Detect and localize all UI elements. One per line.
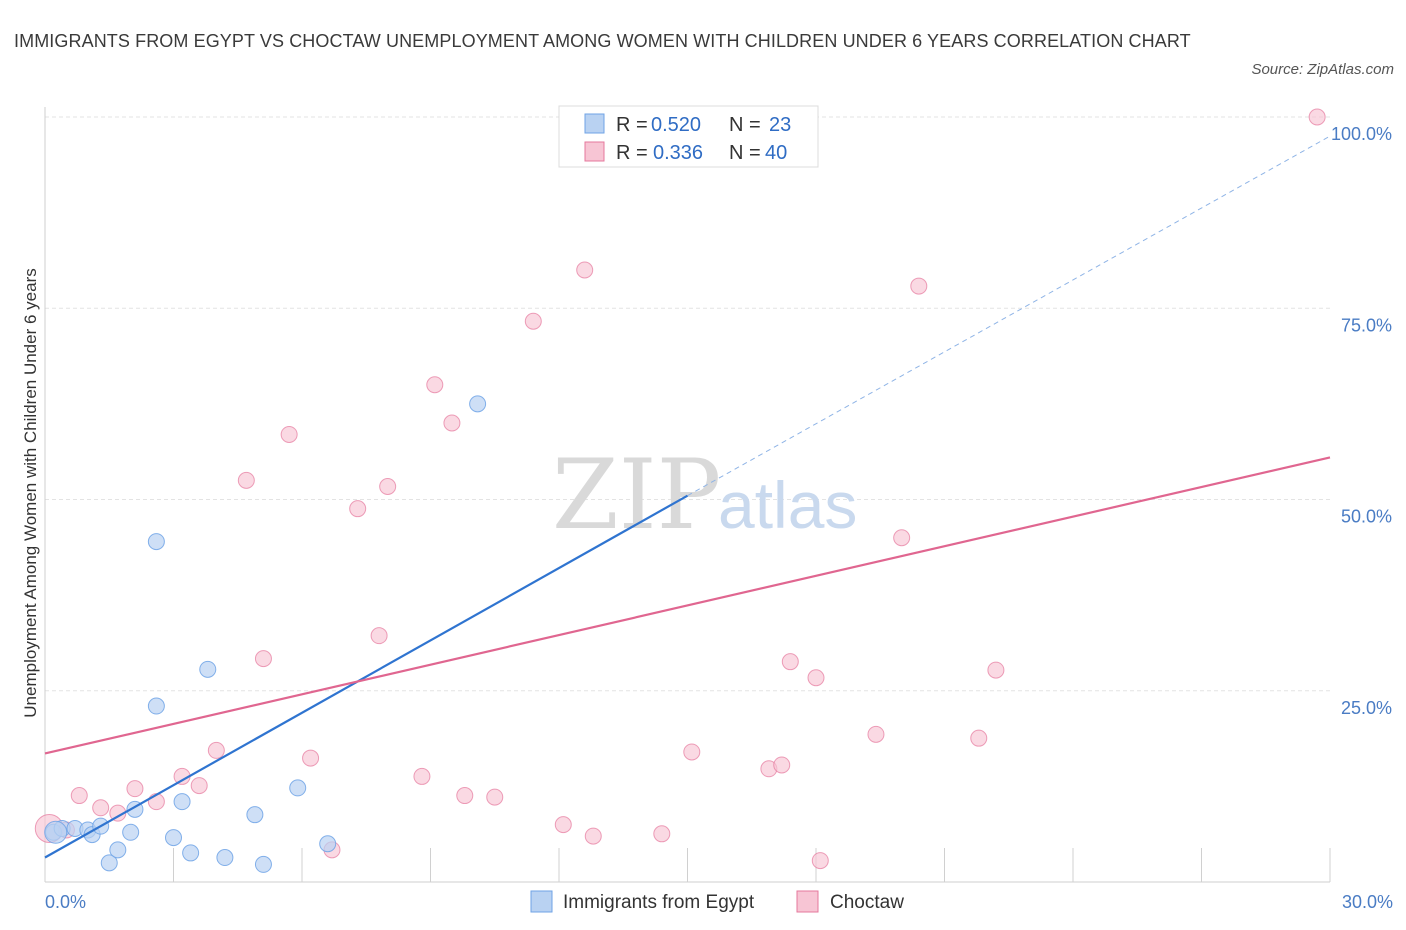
- egypt-point: [182, 844, 200, 862]
- choctaw-point: [413, 767, 431, 785]
- y-axis-label: Unemployment Among Women with Children U…: [21, 268, 40, 717]
- choctaw-point: [683, 743, 701, 761]
- choctaw-point: [970, 729, 988, 747]
- y-tick-labels: 25.0% 50.0% 75.0% 100.0%: [1331, 124, 1392, 718]
- bottom-legend-label-choctaw: Choctaw: [830, 892, 904, 913]
- choctaw-point: [653, 825, 671, 843]
- choctaw-point: [349, 500, 367, 518]
- choctaw-point: [781, 653, 799, 671]
- series-choctaw-points: [34, 108, 1326, 870]
- egypt-point: [319, 835, 337, 853]
- choctaw-point: [370, 627, 388, 645]
- x-tick-label: 0.0%: [45, 892, 86, 912]
- choctaw-point: [807, 669, 825, 687]
- x-tick-labels: 0.0% 30.0%: [45, 892, 1393, 912]
- egypt-trend-extension: [687, 135, 1331, 497]
- legend-r-value-egypt: 0.520: [651, 114, 701, 136]
- egypt-point: [44, 820, 68, 844]
- choctaw-point: [379, 477, 397, 495]
- egypt-point: [199, 660, 217, 678]
- y-tick-label: 25.0%: [1341, 698, 1392, 718]
- choctaw-point: [237, 471, 255, 489]
- choctaw-point: [524, 312, 542, 330]
- watermark-atlas: atlas: [718, 468, 857, 542]
- choctaw-point: [867, 725, 885, 743]
- legend-r-value-choctaw: 0.336: [653, 142, 703, 164]
- correlation-legend: R = 0.520 N = 23 R = 0.336 N = 40: [558, 105, 819, 168]
- chart-title: IMMIGRANTS FROM EGYPT VS CHOCTAW UNEMPLO…: [14, 31, 1191, 51]
- y-tick-label: 75.0%: [1341, 315, 1392, 335]
- choctaw-point: [126, 780, 144, 798]
- x-tick-label: 30.0%: [1342, 892, 1393, 912]
- legend-n-label-choctaw: N =: [729, 142, 761, 164]
- egypt-point: [147, 533, 165, 551]
- legend-n-value-choctaw: 40: [765, 142, 787, 164]
- watermark-zip: ZIP: [552, 439, 721, 551]
- choctaw-point: [426, 376, 444, 394]
- choctaw-point: [443, 414, 461, 432]
- egypt-point: [216, 849, 234, 867]
- choctaw-point: [893, 529, 911, 547]
- legend-swatch-egypt: [584, 113, 605, 134]
- choctaw-point: [280, 425, 298, 443]
- y-tick-label: 100.0%: [1331, 124, 1392, 144]
- egypt-point: [100, 854, 118, 872]
- choctaw-point: [302, 749, 320, 767]
- egypt-point: [165, 829, 182, 847]
- y-tick-label: 50.0%: [1341, 507, 1392, 527]
- egypt-point: [122, 823, 140, 841]
- trend-lines: [44, 135, 1331, 859]
- egypt-point: [469, 395, 487, 413]
- egypt-point: [109, 841, 127, 859]
- choctaw-point: [910, 277, 928, 295]
- bottom-legend-swatch-egypt: [530, 890, 553, 913]
- choctaw-point: [190, 777, 208, 795]
- choctaw-point: [1308, 108, 1326, 126]
- choctaw-point: [207, 741, 225, 759]
- egypt-point: [147, 697, 165, 715]
- legend-n-label-egypt: N =: [729, 114, 761, 136]
- choctaw-trend-line: [44, 456, 1331, 755]
- choctaw-point: [456, 787, 474, 805]
- legend-r-label-choctaw: R =: [616, 142, 648, 164]
- choctaw-point: [576, 261, 594, 279]
- choctaw-point: [554, 816, 572, 834]
- series-egypt-points: [44, 395, 487, 873]
- source-credit: Source: ZipAtlas.com: [1251, 61, 1394, 78]
- series-legend: Immigrants from Egypt Choctaw: [530, 890, 904, 913]
- choctaw-point: [811, 852, 829, 870]
- choctaw-point: [147, 793, 165, 811]
- legend-r-label-egypt: R =: [616, 114, 648, 136]
- choctaw-point: [773, 756, 791, 774]
- choctaw-point: [987, 661, 1005, 679]
- choctaw-point: [92, 799, 110, 817]
- choctaw-point: [70, 787, 88, 805]
- legend-n-value-egypt: 23: [769, 114, 791, 136]
- bottom-legend-swatch-choctaw: [796, 890, 819, 913]
- choctaw-point: [486, 788, 504, 806]
- egypt-point: [254, 855, 272, 873]
- egypt-point: [173, 793, 191, 811]
- egypt-point: [246, 806, 264, 824]
- choctaw-point: [254, 650, 272, 668]
- egypt-trend-line: [44, 494, 689, 859]
- egypt-point: [289, 779, 307, 797]
- legend-swatch-choctaw: [584, 141, 605, 162]
- choctaw-point: [584, 827, 602, 845]
- bottom-legend-label-egypt: Immigrants from Egypt: [563, 892, 755, 913]
- watermark: ZIP atlas: [552, 439, 857, 551]
